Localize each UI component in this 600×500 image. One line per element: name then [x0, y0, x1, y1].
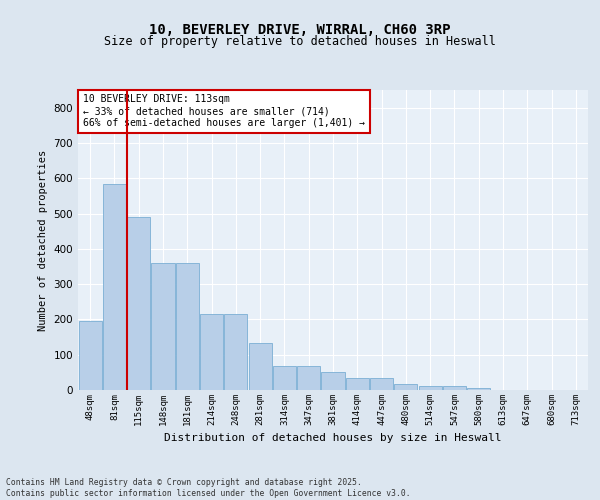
Bar: [176, 263, 199, 390]
Bar: [443, 386, 466, 390]
Bar: [370, 378, 393, 390]
Text: Contains HM Land Registry data © Crown copyright and database right 2025.
Contai: Contains HM Land Registry data © Crown c…: [6, 478, 410, 498]
Bar: [419, 386, 442, 390]
Bar: [127, 217, 150, 390]
Bar: [103, 184, 126, 390]
Bar: [200, 314, 223, 390]
Bar: [322, 372, 344, 390]
Bar: [467, 388, 490, 390]
Y-axis label: Number of detached properties: Number of detached properties: [38, 150, 48, 330]
Text: 10 BEVERLEY DRIVE: 113sqm
← 33% of detached houses are smaller (714)
66% of semi: 10 BEVERLEY DRIVE: 113sqm ← 33% of detac…: [83, 94, 365, 128]
Text: 10, BEVERLEY DRIVE, WIRRAL, CH60 3RP: 10, BEVERLEY DRIVE, WIRRAL, CH60 3RP: [149, 22, 451, 36]
Bar: [151, 263, 175, 390]
X-axis label: Distribution of detached houses by size in Heswall: Distribution of detached houses by size …: [164, 434, 502, 444]
Bar: [224, 314, 247, 390]
Bar: [394, 384, 418, 390]
Bar: [248, 343, 272, 390]
Bar: [79, 321, 101, 390]
Bar: [297, 366, 320, 390]
Text: Size of property relative to detached houses in Heswall: Size of property relative to detached ho…: [104, 35, 496, 48]
Bar: [273, 366, 296, 390]
Bar: [346, 378, 369, 390]
